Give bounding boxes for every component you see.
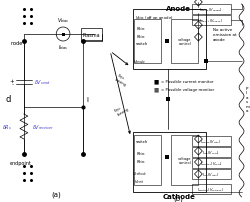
Text: Equ.
biasing: Equ. biasing	[114, 103, 130, 116]
Bar	[166, 98, 170, 101]
Bar	[192, 5, 231, 15]
Text: $I_{capacit}(V_{anode})$: $I_{capacit}(V_{anode})$	[199, 17, 224, 24]
Text: (b): (b)	[174, 195, 184, 201]
Text: Anode: Anode	[166, 6, 191, 12]
Text: i: i	[87, 97, 89, 102]
Text: $I_{emitted}(V_{cathode})$: $I_{emitted}(V_{cathode})$	[197, 185, 225, 193]
Bar	[192, 147, 231, 157]
Bar	[192, 158, 231, 168]
Bar	[62, 33, 64, 36]
Text: Plasma: Plasma	[83, 33, 100, 38]
Text: d: d	[5, 95, 10, 104]
Text: $\delta R_s$: $\delta R_s$	[2, 122, 12, 131]
Text: $V_{emit}$: $V_{emit}$	[134, 177, 145, 185]
Text: Equ.
biasing: Equ. biasing	[114, 73, 130, 86]
Text: $\delta V_{receiver}$: $\delta V_{receiver}$	[32, 122, 54, 131]
Bar	[171, 20, 198, 64]
Text: $I_{emitted}(V_{cath})$: $I_{emitted}(V_{cath})$	[200, 159, 223, 167]
Text: ■: ■	[154, 79, 159, 84]
Text: $I_{cap}(V_{cath})$: $I_{cap}(V_{cath})$	[202, 149, 220, 156]
Bar	[165, 155, 169, 159]
Text: $V_{anode}$: $V_{anode}$	[133, 58, 146, 65]
Text: -: -	[12, 82, 14, 87]
Text: $V_{cathode}$: $V_{cathode}$	[132, 169, 147, 177]
Bar	[165, 40, 169, 44]
Text: $R_{bias}$: $R_{bias}$	[136, 157, 146, 165]
Bar	[192, 169, 231, 179]
Bar	[192, 136, 231, 146]
Text: P
l
a
s
m
a: P l a s m a	[246, 86, 250, 113]
Text: +: +	[9, 78, 14, 83]
Bar	[192, 184, 231, 194]
Text: Cathode: Cathode	[162, 193, 195, 199]
Text: $V_{bias}$ (off on anode): $V_{bias}$ (off on anode)	[135, 14, 173, 21]
Text: $I_{bias}$: $I_{bias}$	[58, 43, 68, 52]
Text: endpoint: endpoint	[10, 160, 32, 165]
Text: ■: ■	[154, 87, 159, 92]
Text: switch: switch	[136, 42, 148, 46]
Text: = Possible current monitor: = Possible current monitor	[161, 80, 214, 84]
Bar	[171, 135, 198, 185]
Text: $R_{bias}$: $R_{bias}$	[136, 149, 146, 157]
Text: $I_{source}(V_{cath})$: $I_{source}(V_{cath})$	[200, 138, 222, 145]
Bar	[134, 135, 161, 185]
Text: voltage
control: voltage control	[178, 156, 191, 164]
Text: $R_{bias}$: $R_{bias}$	[136, 25, 146, 33]
Text: No active
emission at
anode: No active emission at anode	[213, 28, 237, 41]
Bar	[81, 29, 102, 41]
Bar	[134, 20, 161, 64]
Text: (a): (a)	[51, 190, 61, 197]
Text: = Possible voltage monitor: = Possible voltage monitor	[161, 87, 214, 92]
Text: $I_{source}(V_{anode})$: $I_{source}(V_{anode})$	[199, 6, 223, 14]
Text: switch: switch	[136, 139, 148, 143]
Text: $R_{bias}$: $R_{bias}$	[136, 33, 146, 40]
Bar	[204, 60, 208, 64]
Bar	[133, 132, 206, 192]
Text: $\delta V_{send}$: $\delta V_{send}$	[34, 78, 50, 87]
Text: $I_{coll}(V_{cath})$: $I_{coll}(V_{cath})$	[202, 170, 220, 178]
Text: $V_{bias}$: $V_{bias}$	[57, 16, 69, 25]
Bar	[133, 10, 206, 70]
Bar	[192, 16, 231, 26]
Text: voltage
control: voltage control	[178, 38, 191, 46]
Text: node: node	[10, 40, 22, 45]
